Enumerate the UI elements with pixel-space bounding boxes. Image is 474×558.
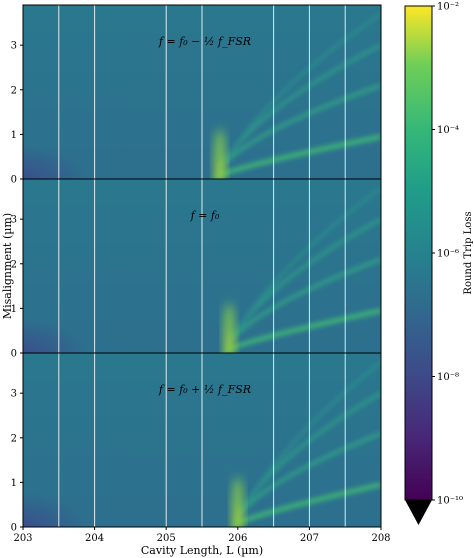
x-tick-label: 203 bbox=[13, 533, 32, 544]
y-axis-label: Misalignment (µm) bbox=[1, 213, 14, 319]
panel-annotation-3: f = f₀ + ½ f_FSR bbox=[158, 383, 251, 396]
colorbar-tick-label: 10⁻² bbox=[437, 2, 459, 13]
panel-annotation-2: f = f₀ bbox=[190, 209, 220, 222]
x-tick-label: 205 bbox=[157, 533, 176, 544]
y-tick-label: 3 bbox=[11, 389, 17, 400]
y-tick-label: 2 bbox=[11, 259, 17, 270]
y-tick-label: 0 bbox=[11, 523, 17, 534]
y-tick-label: 0 bbox=[11, 349, 17, 360]
panel-frame-3 bbox=[22, 352, 382, 528]
x-tick-label: 206 bbox=[228, 533, 247, 544]
colorbar-gradient bbox=[404, 5, 433, 501]
colorbar-label: Round Trip Loss bbox=[463, 211, 474, 294]
colorbar-tick-label: 10⁻⁴ bbox=[437, 125, 459, 136]
x-tick-label: 204 bbox=[85, 533, 104, 544]
colorbar: 10⁻² 10⁻⁴ 10⁻⁶ 10⁻⁸ 10⁻¹⁰ Round Trip Loss bbox=[404, 2, 474, 525]
colorbar-tick-label: 10⁻⁶ bbox=[437, 249, 459, 260]
x-axis-label: Cavity Length, L (µm) bbox=[141, 544, 263, 557]
colorbar-tick-label: 10⁻¹⁰ bbox=[437, 496, 463, 507]
y-tick-label: 1 bbox=[11, 478, 17, 489]
colorbar-extend-arrow bbox=[405, 500, 432, 525]
x-tick-label: 207 bbox=[300, 533, 319, 544]
y-tick-label: 1 bbox=[11, 130, 17, 141]
y-tick-label: 2 bbox=[11, 85, 17, 96]
y-tick-label: 2 bbox=[11, 433, 17, 444]
y-tick-label: 0 bbox=[11, 175, 17, 186]
y-tick-label: 3 bbox=[11, 215, 17, 226]
heatmap-panels bbox=[23, 5, 381, 527]
y-tick-label: 3 bbox=[11, 41, 17, 52]
colorbar-tick-label: 10⁻⁸ bbox=[437, 372, 459, 383]
y-tick-label: 1 bbox=[11, 304, 17, 315]
panel-annotation-1: f = f₀ − ½ f_FSR bbox=[158, 35, 251, 48]
x-tick-label: 208 bbox=[371, 533, 390, 544]
